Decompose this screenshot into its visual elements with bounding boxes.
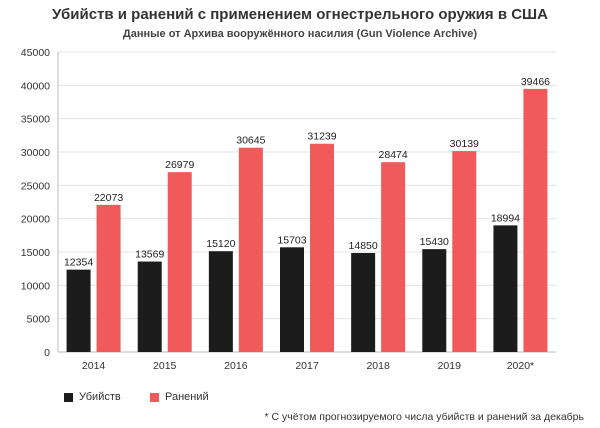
legend-swatch-injured (150, 392, 159, 402)
data-label-injured: 22073 (94, 192, 123, 204)
bar-injured (238, 147, 263, 352)
y-tick-label: 15000 (21, 247, 50, 259)
data-label-injured: 26979 (165, 159, 194, 171)
data-label-injured: 39466 (521, 76, 550, 88)
chart-footnote: * С учётом прогнозируемого числа убийств… (264, 411, 584, 423)
y-tick-label: 20000 (21, 214, 50, 226)
data-label-injured: 28474 (379, 149, 408, 161)
data-label-killed: 12354 (64, 257, 93, 269)
legend-label-injured: Ранений (165, 391, 209, 403)
bar-killed (493, 225, 518, 352)
x-tick-label: 2014 (82, 360, 106, 372)
y-tick-label: 40000 (21, 80, 50, 92)
y-tick-label: 5000 (27, 314, 51, 326)
bar-injured (310, 143, 334, 352)
x-tick-label: 2015 (153, 360, 177, 372)
y-tick-label: 10000 (21, 280, 50, 292)
bar-injured (381, 162, 406, 352)
y-tick-label: 25000 (21, 180, 50, 192)
y-tick-label: 30000 (21, 147, 50, 159)
legend-item-killed: Убийств (64, 391, 121, 403)
bar-injured (523, 88, 548, 352)
data-label-killed: 18994 (491, 212, 520, 224)
y-tick-label: 35000 (21, 114, 50, 126)
data-label-injured: 30139 (450, 138, 479, 150)
x-tick-label: 2016 (224, 360, 248, 372)
bar-chart: 0 5000 10000 15000 20000 25000 30000 35000 40000… (21, 47, 556, 372)
y-tick-label: 0 (44, 347, 50, 359)
data-label-injured: 30645 (236, 135, 265, 147)
y-tick-label: 45000 (21, 47, 50, 59)
data-label-killed: 15703 (277, 234, 306, 246)
x-tick-label: 2018 (366, 360, 390, 372)
bar-killed (422, 249, 447, 352)
data-label-killed: 14850 (349, 240, 378, 252)
bar-killed (208, 251, 233, 352)
bar-killed (137, 261, 162, 352)
bar-killed (351, 253, 376, 352)
legend-label-killed: Убийств (79, 391, 121, 403)
bar-killed (280, 247, 304, 352)
x-tick-label: 2020* (507, 360, 534, 372)
chart-subtitle: Данные от Архива вооружённого насилия (G… (122, 28, 478, 40)
bar-injured (96, 204, 121, 352)
chart-legend: Убийств Ранений (0, 391, 600, 407)
legend-item-injured: Ранений (150, 391, 209, 403)
x-tick-label: 2019 (438, 360, 462, 372)
data-label-killed: 13569 (135, 249, 164, 261)
x-tick-label: 2017 (295, 360, 319, 372)
legend-swatch-killed (64, 392, 73, 402)
bar-injured (452, 151, 477, 352)
bar-injured (167, 172, 192, 352)
bar-killed (66, 269, 91, 352)
data-label-killed: 15120 (206, 238, 235, 250)
data-label-killed: 15430 (420, 236, 449, 248)
chart-title: Убийств и ранений с применением огнестре… (52, 6, 548, 23)
data-label-injured: 31239 (307, 131, 336, 143)
